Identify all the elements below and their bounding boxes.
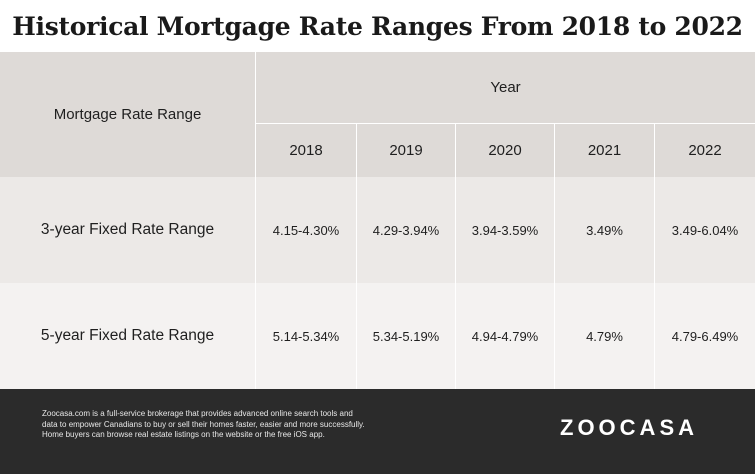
column-divider xyxy=(554,124,555,389)
year-header-2022: 2022 xyxy=(655,124,755,177)
table-cell: 4.94-4.79% xyxy=(456,283,554,389)
table-cell: 5.34-5.19% xyxy=(357,283,455,389)
footer-description: Zoocasa.com is a full-service brokerage … xyxy=(42,409,382,441)
column-divider xyxy=(255,52,256,389)
column-divider xyxy=(455,124,456,389)
table-cell: 4.79% xyxy=(555,283,654,389)
year-header-2018: 2018 xyxy=(256,124,356,177)
row-label-5-year: 5-year Fixed Rate Range xyxy=(0,283,255,389)
table-cell: 4.29-3.94% xyxy=(357,177,455,283)
table-cell: 4.79-6.49% xyxy=(655,283,755,389)
column-divider xyxy=(356,124,357,389)
column-divider xyxy=(654,124,655,389)
zoocasa-logo: ZOOCASA xyxy=(560,415,698,440)
table-cell: 3.49-6.04% xyxy=(655,177,755,283)
table-cell: 5.14-5.34% xyxy=(256,283,356,389)
row-header-cell: Mortgage Rate Range xyxy=(0,52,255,177)
footer: Zoocasa.com is a full-service brokerage … xyxy=(0,389,755,474)
footer-line: Zoocasa.com is a full-service brokerage … xyxy=(42,409,353,418)
table-cell: 3.94-3.59% xyxy=(456,177,554,283)
year-header-2019: 2019 xyxy=(357,124,455,177)
year-header-2020: 2020 xyxy=(456,124,554,177)
year-group-header: Year xyxy=(256,52,755,123)
mortgage-rate-table: Mortgage Rate Range Year 2018 2019 2020 … xyxy=(0,52,755,389)
page-title: Historical Mortgage Rate Ranges From 201… xyxy=(12,11,743,41)
row-divider xyxy=(256,123,755,124)
table-cell: 3.49% xyxy=(555,177,654,283)
table-cell: 4.15-4.30% xyxy=(256,177,356,283)
footer-line: data to empower Canadians to buy or sell… xyxy=(42,419,365,429)
year-header-2021: 2021 xyxy=(555,124,654,177)
row-label-3-year: 3-year Fixed Rate Range xyxy=(0,177,255,283)
footer-line: Home buyers can browse real estate listi… xyxy=(42,430,325,439)
